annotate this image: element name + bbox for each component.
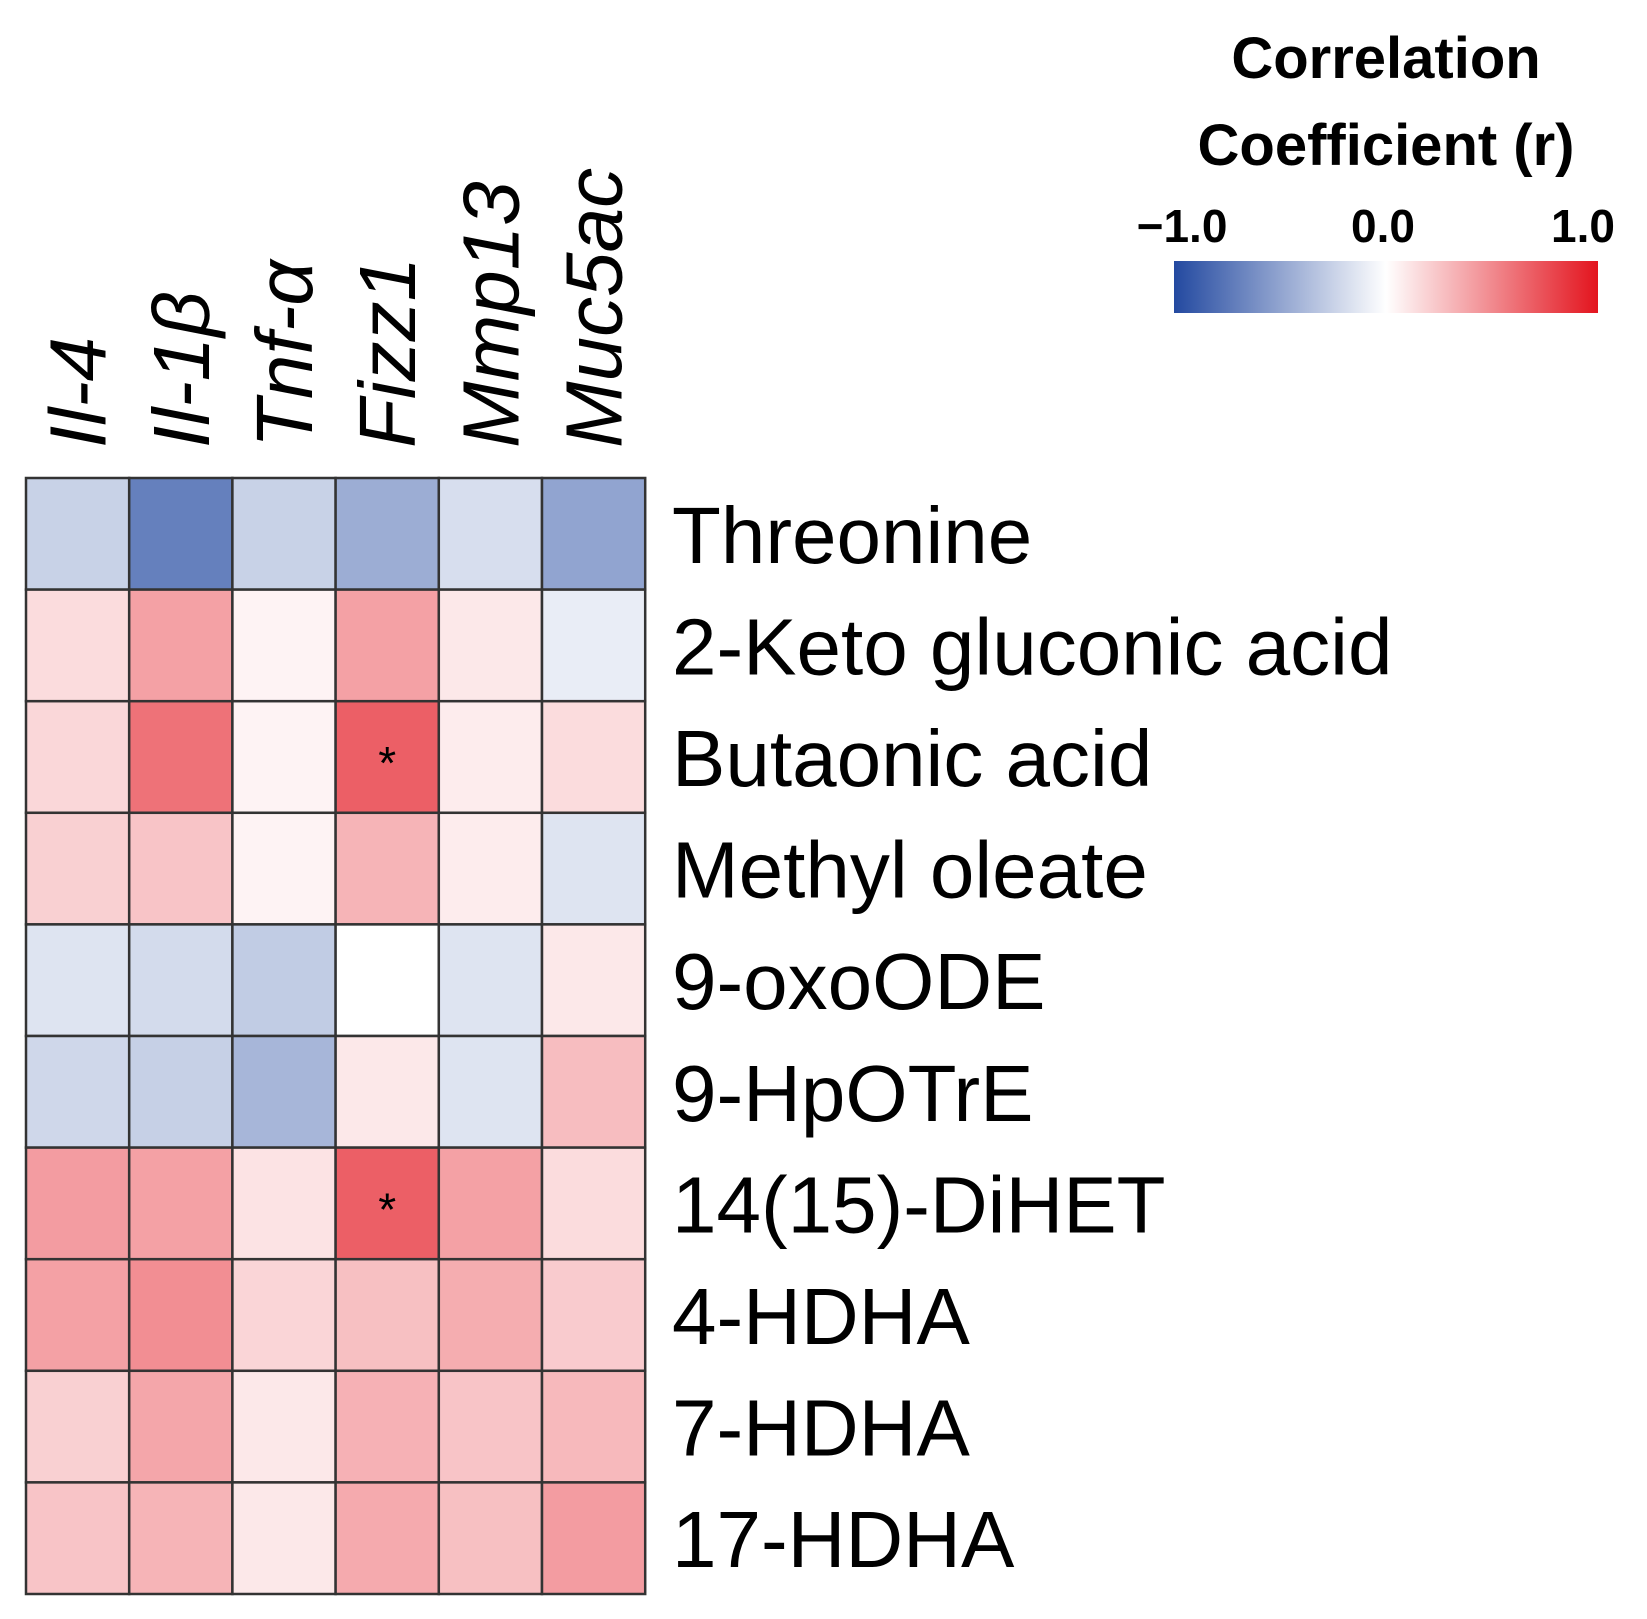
heatmap-cell [540,1369,647,1484]
heatmap-cell [334,1369,441,1484]
heatmap-cell [540,588,647,703]
row-label: 2-Keto gluconic acid [672,602,1392,691]
significance-marks: ** [378,737,396,1235]
heatmap-cell [334,1146,441,1261]
heatmap-cell [334,1257,441,1373]
legend-title-line-1: Correlation [1231,26,1540,91]
heatmap-cell [540,476,647,591]
column-label: Muc5ac [550,168,639,448]
significance-mark: * [378,1183,396,1235]
heatmap-cell [127,699,234,815]
heatmap-cell [334,588,441,703]
heatmap-cell [24,476,131,591]
row-label: Threonine [672,491,1032,580]
column-label: Fizz1 [343,257,432,448]
column-label: Il-1β [137,291,226,448]
column-labels: Il-4 Il-1β Tnf-α Fizz1 Mmp13 Muc5ac [34,168,639,448]
heatmap-cell [437,588,544,703]
significance-mark: * [378,737,396,789]
heatmap-cell [437,1369,544,1484]
heatmap-cell [127,588,234,703]
heatmap-cell [24,923,131,1038]
heatmap-cell [437,476,544,591]
heatmap-cell [437,923,544,1038]
heatmap-cell [437,699,544,815]
heatmap-cell [334,699,441,815]
color-legend: Correlation Coefficient (r) −1.0 0.0 1.0 [1137,26,1615,313]
heatmap-cell [24,1146,131,1261]
heatmap-cell [231,1481,337,1596]
heatmap-cell [540,699,647,815]
column-label: Il-4 [34,337,123,448]
heatmap-cell [437,1034,544,1149]
column-label: Mmp13 [446,181,535,448]
heatmap-cell [540,1257,647,1373]
heatmap-cell [127,923,234,1038]
row-label: 7-HDHA [672,1384,970,1473]
heatmap-cell [231,1146,337,1261]
heatmap-cell [127,1034,234,1149]
heatmap-cell [540,1146,647,1261]
row-label: 17-HDHA [672,1495,1015,1584]
heatmap-cell [437,811,544,926]
heatmap-cell [540,1034,647,1149]
heatmap-cell [127,1369,234,1484]
heatmap-cell [127,1257,234,1373]
heatmap-cell [231,923,337,1038]
heatmap-cell [231,1034,337,1149]
heatmap-cell [24,811,131,926]
heatmap-cell [334,1034,441,1149]
heatmap-cell [231,699,337,815]
legend-tick-mid: 0.0 [1351,200,1415,252]
heatmap-cell [231,476,337,591]
legend-color-bar [1174,261,1598,313]
heatmap-cell [24,588,131,703]
column-label: Tnf-α [240,258,329,448]
heatmap-cell [127,476,234,591]
heatmap-cell [540,811,647,926]
row-label: 4-HDHA [672,1272,970,1361]
heatmap-cell [540,1481,647,1596]
heatmap-cell [24,1257,131,1373]
heatmap-cell [334,1481,441,1596]
heatmap-cell [24,1481,131,1596]
row-label: 14(15)-DiHET [672,1160,1165,1249]
heatmap-cell [231,588,337,703]
row-labels: Threonine 2-Keto gluconic acid Butaonic ac… [672,491,1392,1584]
heatmap-cell [24,699,131,815]
legend-tick-max: 1.0 [1551,200,1615,252]
heatmap-cells [24,476,647,1596]
heatmap-cell [231,1369,337,1484]
heatmap-cell [24,1369,131,1484]
row-label: 9-oxoODE [672,937,1045,1026]
heatmap-cell [437,1146,544,1261]
heatmap-cell [334,923,441,1038]
legend-tick-min: −1.0 [1137,200,1228,252]
heatmap-cell [540,923,647,1038]
heatmap-cell [24,1034,131,1149]
row-label: Butaonic acid [672,714,1152,803]
heatmap-cell [437,1481,544,1596]
heatmap-cell [127,1146,234,1261]
heatmap-cell [231,811,337,926]
heatmap-cell [334,811,441,926]
heatmap-cell [437,1257,544,1373]
heatmap-cell [127,811,234,926]
row-label: Methyl oleate [672,826,1148,915]
heatmap-cell [127,1481,234,1596]
heatmap-cell [334,476,441,591]
row-label: 9-HpOTrE [672,1049,1034,1138]
heatmap-cell [231,1257,337,1373]
legend-title-line-2: Coefficient (r) [1198,113,1575,178]
